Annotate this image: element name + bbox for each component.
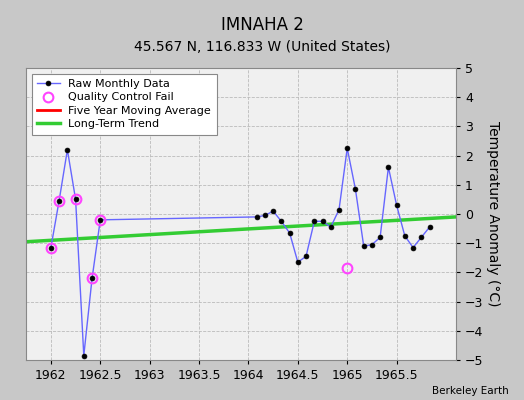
Raw Monthly Data (311, 219, 318, 224)
Raw Monthly Data (320, 219, 326, 224)
Quality Control Fail (72, 197, 79, 202)
Line: Quality Control Fail: Quality Control Fail (46, 194, 352, 283)
Raw Monthly Data (81, 353, 87, 358)
Quality Control Fail (89, 276, 95, 281)
Raw Monthly Data (410, 245, 416, 250)
Raw Monthly Data (344, 146, 351, 151)
Quality Control Fail (56, 198, 62, 203)
Text: Berkeley Earth: Berkeley Earth (432, 386, 508, 396)
Quality Control Fail (344, 266, 351, 270)
Quality Control Fail (97, 218, 103, 222)
Raw Monthly Data (427, 225, 433, 230)
Raw Monthly Data (377, 235, 383, 240)
Raw Monthly Data (72, 197, 79, 202)
Legend: Raw Monthly Data, Quality Control Fail, Five Year Moving Average, Long-Term Tren: Raw Monthly Data, Quality Control Fail, … (32, 74, 217, 135)
Raw Monthly Data (278, 219, 285, 224)
Y-axis label: Temperature Anomaly (°C): Temperature Anomaly (°C) (486, 121, 500, 307)
Raw Monthly Data (352, 187, 358, 192)
Raw Monthly Data (254, 214, 260, 219)
Raw Monthly Data (369, 242, 375, 247)
Raw Monthly Data (294, 260, 301, 264)
Raw Monthly Data (385, 165, 391, 170)
Raw Monthly Data (303, 254, 309, 259)
Raw Monthly Data (56, 198, 62, 203)
Raw Monthly Data (48, 245, 54, 250)
Raw Monthly Data (97, 218, 103, 222)
Raw Monthly Data (361, 244, 367, 248)
Text: IMNAHA 2: IMNAHA 2 (221, 16, 303, 34)
Raw Monthly Data (336, 207, 342, 212)
Raw Monthly Data (287, 230, 293, 235)
Text: 45.567 N, 116.833 W (United States): 45.567 N, 116.833 W (United States) (134, 40, 390, 54)
Raw Monthly Data (328, 225, 334, 230)
Raw Monthly Data (402, 234, 408, 238)
Raw Monthly Data (394, 203, 400, 208)
Raw Monthly Data (270, 209, 276, 214)
Raw Monthly Data (262, 213, 268, 218)
Raw Monthly Data (89, 276, 95, 281)
Raw Monthly Data (64, 147, 71, 152)
Quality Control Fail (48, 245, 54, 250)
Line: Raw Monthly Data: Raw Monthly Data (48, 146, 432, 358)
Raw Monthly Data (418, 235, 424, 240)
